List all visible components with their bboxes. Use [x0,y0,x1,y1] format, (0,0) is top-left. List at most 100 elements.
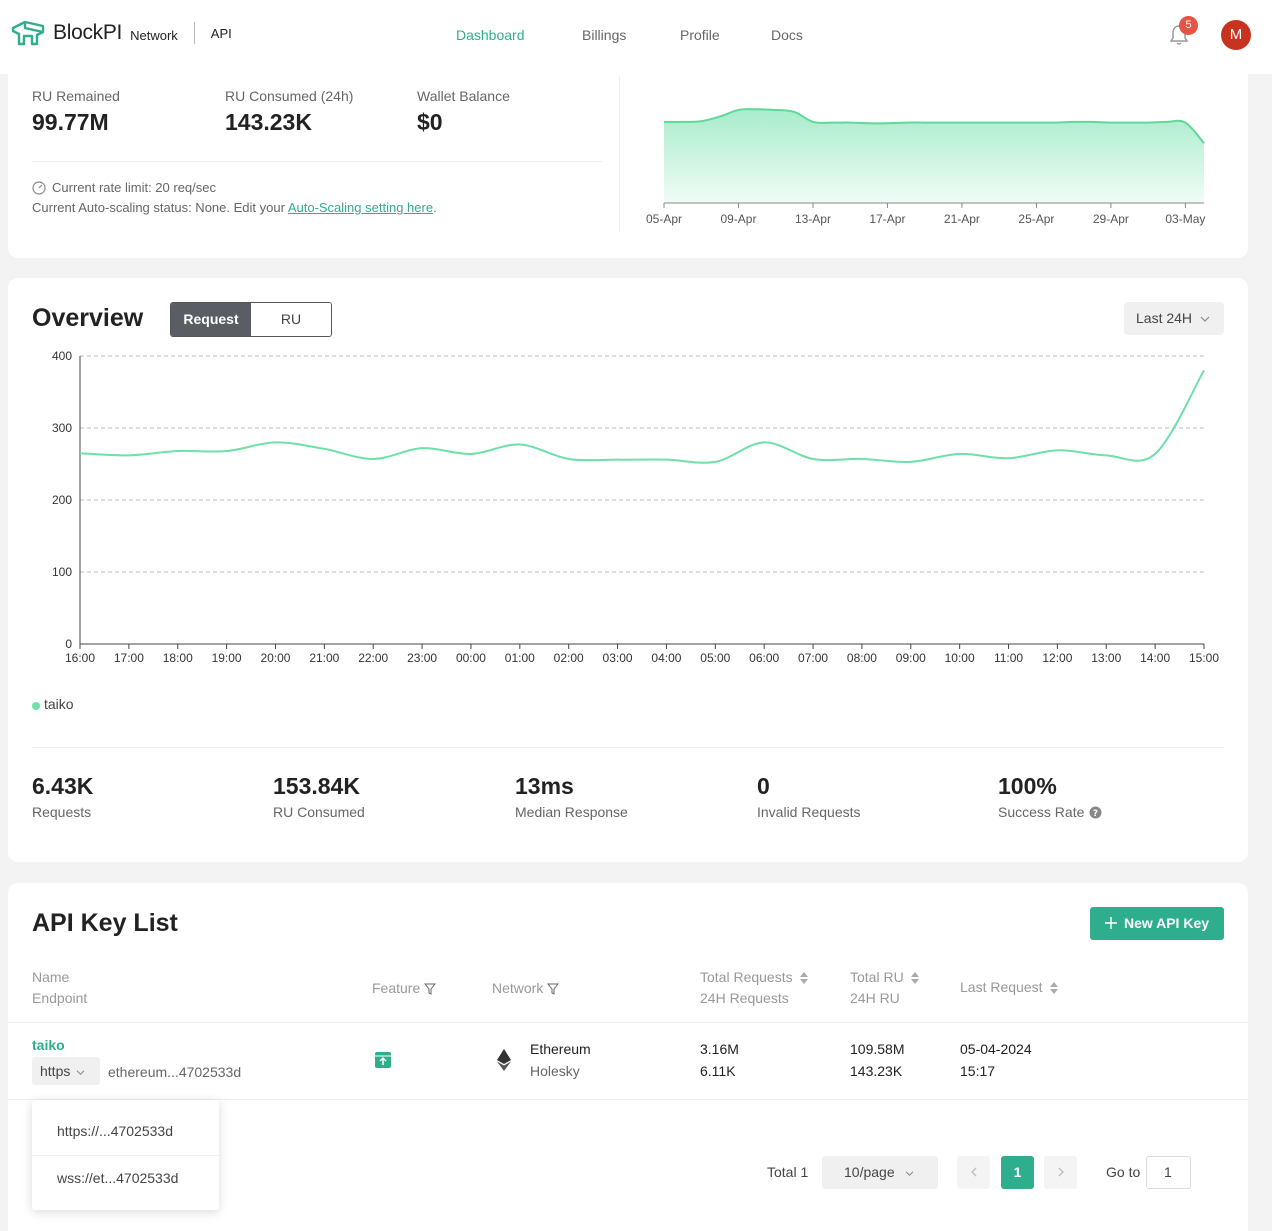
brand-sub: Network [130,27,178,43]
last-request-date: 05-04-2024 [960,1041,1032,1057]
total-requests-value: 3.16M [700,1041,739,1057]
product-name: API [210,25,232,41]
col-name: Name [32,969,70,985]
metric-invalid-value: 0 [757,773,770,799]
key-name[interactable]: taiko [32,1037,65,1053]
network-subnet: Holesky [530,1063,580,1079]
x-tick-label: 22:00 [358,651,388,665]
x-tick-label: 06:00 [749,651,779,665]
col-last-request-label: Last Request [960,979,1043,995]
nav-billings[interactable]: Billings [582,27,627,43]
chevron-right-icon [1058,1167,1064,1177]
metric-success-value: 100% [998,773,1057,799]
brand-divider [193,22,195,44]
x-tick-label: 17-Apr [869,212,905,226]
ru-history-chart: 05-Apr 09-Apr 13-Apr 17-Apr 21-Apr 25-Apr 29-A… [646,108,1205,226]
archive-icon[interactable] [374,1051,392,1069]
chevron-down-icon [76,1070,85,1075]
y-tick-label: 200 [52,493,72,507]
ru-consumed-value: 143.23K [225,109,312,135]
x-tick-label: 11:00 [994,651,1023,665]
col-total-ru-label: Total RU [850,969,904,985]
metric-toggle: Request RU [170,302,332,337]
col-feature: Feature [372,978,437,999]
x-tick-label: 20:00 [260,651,290,665]
protocol-dropdown: https://...4702533d wss://et...4702533d [32,1100,219,1210]
page-1-button[interactable]: 1 [1001,1156,1034,1189]
col-endpoint: Endpoint [32,990,88,1006]
y-tick-label: 300 [52,421,72,435]
help-icon[interactable]: ? [1089,806,1102,819]
x-tick-label: 09-Apr [720,212,756,226]
overview-divider [32,747,1224,748]
24h-ru-value: 143.23K [850,1063,903,1079]
x-tick-label: 07:00 [798,651,828,665]
sort-icon [799,971,808,984]
dropdown-option-https[interactable]: https://...4702533d [57,1123,173,1139]
x-tick-label: 23:00 [407,651,437,665]
series-line-taiko [79,369,1205,464]
gauge-icon [32,180,46,195]
area-fill [664,109,1204,203]
col-24h-ru: 24H RU [850,990,900,1006]
dropdown-divider [32,1155,219,1156]
filter-icon[interactable] [424,983,437,995]
next-page-button[interactable] [1044,1156,1077,1189]
sort-icon [910,971,919,984]
x-tick-label: 14:00 [1140,651,1170,665]
autoscale-suffix: . [433,200,437,215]
filter-icon[interactable] [547,983,560,995]
autoscale-link[interactable]: Auto-Scaling setting here [287,200,434,215]
y-tick-label: 100 [52,565,72,579]
protocol-select[interactable]: https [32,1057,100,1085]
overview-title: Overview [32,304,144,332]
legend-taiko[interactable]: taiko [44,696,74,712]
goto-input[interactable]: 1 [1146,1156,1191,1189]
new-api-key-label: New API Key [1123,915,1210,931]
area-line [663,108,1205,144]
x-tick-label: 17:00 [114,651,144,665]
protocol-value: https [40,1063,71,1079]
x-tick-label: 05-Apr [646,212,682,226]
avatar[interactable]: M [1221,20,1251,50]
x-tick-label: 03:00 [603,651,633,665]
page-size-select[interactable]: 10/page [822,1156,938,1189]
new-api-key-button[interactable]: New API Key [1090,907,1224,940]
ethereum-icon [497,1049,511,1071]
nav-dashboard[interactable]: Dashboard [456,27,525,43]
x-tick-label: 29-Apr [1093,212,1129,226]
summary-divider [32,161,602,162]
plus-icon [1104,917,1117,929]
x-tick-label: 13:00 [1091,651,1121,665]
col-feature-label: Feature [372,980,421,996]
endpoint-value[interactable]: ethereum...4702533d [108,1064,242,1080]
page-size-value: 10/page [844,1164,895,1180]
header-divider [8,1022,1248,1023]
prev-page-button[interactable] [957,1156,990,1189]
nav-docs[interactable]: Docs [771,27,803,43]
brand-logo[interactable]: BlockPI Network API [10,18,232,48]
time-range-select[interactable]: Last 24H [1124,302,1224,335]
x-tick-label: 05:00 [700,651,730,665]
overview-card: Overview Request RU Last 24H 0 100 200 300 4… [8,278,1248,862]
x-tick-label: 18:00 [163,651,193,665]
last-request-time: 15:17 [960,1063,996,1079]
col-last-request[interactable]: Last Request [960,977,1059,998]
metric-median-label: Median Response [515,804,628,820]
dropdown-option-wss[interactable]: wss://et...4702533d [57,1170,179,1186]
x-tick-label: 15:00 [1189,651,1219,665]
col-total-requests[interactable]: Total Requests [700,967,809,988]
time-range-value: Last 24H [1136,310,1193,326]
api-key-title: API Key List [32,909,178,937]
nav-profile[interactable]: Profile [680,27,720,43]
sort-icon [1049,981,1058,994]
col-total-ru[interactable]: Total RU [850,967,920,988]
pagination-total: Total 1 [767,1164,809,1180]
blockpi-logo-icon [11,20,45,46]
ru-remained-label: RU Remained [32,88,120,104]
toggle-request[interactable]: Request [171,303,251,336]
goto-label: Go to [1106,1164,1141,1180]
summary-card: RU Remained 99.77M RU Consumed (24h) 143… [8,60,1248,258]
x-tick-label: 10:00 [945,651,975,665]
toggle-ru[interactable]: RU [251,303,331,336]
